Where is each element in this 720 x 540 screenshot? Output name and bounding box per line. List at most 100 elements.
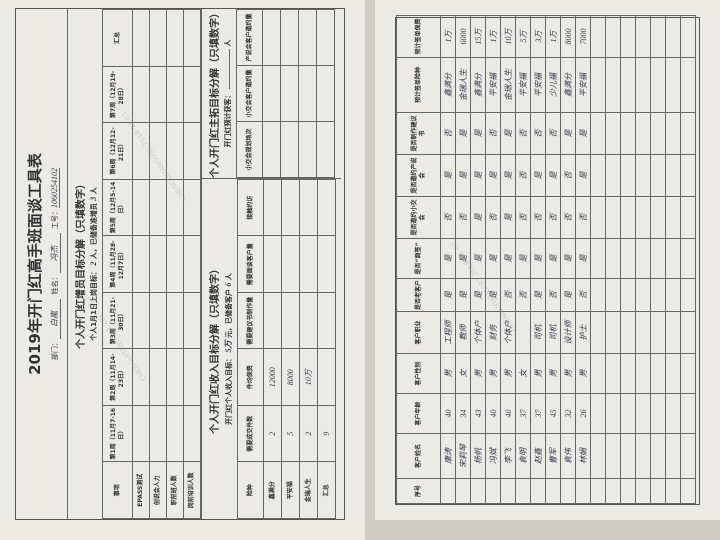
customer-cell[interactable]: 是 <box>545 154 561 197</box>
customer-cell[interactable]: 男 <box>560 353 576 394</box>
input-cell[interactable] <box>149 9 167 67</box>
customer-cell[interactable] <box>515 311 531 354</box>
input-cell[interactable] <box>263 179 282 236</box>
input-cell[interactable] <box>650 154 666 197</box>
input-cell[interactable] <box>620 433 636 479</box>
customer-cell[interactable] <box>515 478 531 504</box>
input-cell[interactable] <box>132 292 150 349</box>
customer-cell[interactable]: 否 <box>560 196 576 239</box>
input-cell[interactable] <box>665 57 681 113</box>
input-cell[interactable] <box>680 478 696 504</box>
customer-cell[interactable]: 10万 <box>500 15 516 58</box>
customer-cell[interactable]: 15万 <box>470 15 486 58</box>
input-cell[interactable] <box>680 57 696 113</box>
customer-cell[interactable]: 否 <box>455 196 471 239</box>
count-cell[interactable]: 5 <box>281 405 300 462</box>
input-cell[interactable] <box>680 15 696 58</box>
input-cell[interactable] <box>262 9 281 66</box>
customer-cell[interactable]: 40 <box>440 393 456 434</box>
customer-cell[interactable]: 杨帆 <box>470 433 486 479</box>
input-cell[interactable] <box>665 15 681 58</box>
input-cell[interactable] <box>635 57 651 113</box>
input-cell[interactable] <box>650 57 666 113</box>
customer-cell[interactable]: 是 <box>500 154 516 197</box>
customer-cell[interactable]: 女 <box>515 353 531 394</box>
input-cell[interactable] <box>183 348 201 406</box>
input-cell[interactable] <box>166 66 184 123</box>
customer-cell[interactable]: 护士 <box>575 311 591 354</box>
input-cell[interactable] <box>590 154 606 197</box>
input-cell[interactable] <box>635 15 651 58</box>
customer-cell[interactable]: 平安福 <box>485 57 501 113</box>
customer-cell[interactable]: 是 <box>500 112 516 155</box>
input-cell[interactable] <box>166 235 184 293</box>
input-cell[interactable] <box>316 121 335 178</box>
input-cell[interactable] <box>149 292 167 349</box>
customer-cell[interactable]: 否 <box>560 154 576 197</box>
input-cell[interactable] <box>183 122 201 180</box>
customers-field[interactable]: 6 <box>224 282 233 287</box>
customer-cell[interactable]: 设计师 <box>560 311 576 354</box>
customer-cell[interactable]: 康涛 <box>440 433 456 479</box>
input-cell[interactable] <box>132 179 150 236</box>
customer-cell[interactable]: 鑫满分 <box>440 57 456 113</box>
input-cell[interactable] <box>635 238 651 279</box>
customer-cell[interactable]: 男 <box>500 353 516 394</box>
input-cell[interactable] <box>166 9 184 67</box>
input-cell[interactable] <box>605 112 621 155</box>
input-cell[interactable] <box>680 196 696 239</box>
count-cell[interactable]: 2 <box>263 405 282 462</box>
customer-cell[interactable]: 男 <box>545 353 561 394</box>
input-cell[interactable] <box>149 66 167 123</box>
input-cell[interactable] <box>262 65 281 122</box>
input-cell[interactable] <box>635 311 651 354</box>
input-cell[interactable] <box>650 238 666 279</box>
input-cell[interactable] <box>590 112 606 155</box>
input-cell[interactable] <box>262 121 281 178</box>
customer-cell[interactable]: 男 <box>485 353 501 394</box>
customer-cell[interactable]: 平安福 <box>530 57 546 113</box>
input-cell[interactable] <box>620 311 636 354</box>
input-cell[interactable] <box>650 478 666 504</box>
customer-cell[interactable]: 是 <box>440 278 456 312</box>
customer-cell[interactable]: 冯斌 <box>485 433 501 479</box>
input-cell[interactable] <box>316 65 335 122</box>
premium-cell[interactable] <box>317 349 336 406</box>
customer-cell[interactable]: 是 <box>440 154 456 197</box>
input-cell[interactable] <box>281 292 300 349</box>
input-cell[interactable] <box>635 353 651 394</box>
customer-cell[interactable]: 否 <box>575 278 591 312</box>
input-cell[interactable] <box>680 278 696 312</box>
input-cell[interactable] <box>665 154 681 197</box>
input-cell[interactable] <box>183 292 201 349</box>
input-cell[interactable] <box>299 236 318 293</box>
input-cell[interactable] <box>298 65 317 122</box>
input-cell[interactable] <box>317 179 336 236</box>
customer-cell[interactable]: 是 <box>485 154 501 197</box>
premium-cell[interactable]: 10万 <box>299 349 318 406</box>
customer-cell[interactable]: 是 <box>545 238 561 279</box>
customer-cell[interactable]: 金瑞人生 <box>455 57 471 113</box>
customer-cell[interactable]: 34 <box>455 393 471 434</box>
input-cell[interactable] <box>280 65 299 122</box>
customer-cell[interactable]: 财务 <box>485 311 501 354</box>
customer-cell[interactable]: 否 <box>440 112 456 155</box>
input-cell[interactable] <box>605 393 621 434</box>
input-cell[interactable] <box>317 292 336 349</box>
customer-cell[interactable]: 平安福 <box>575 57 591 113</box>
input-cell[interactable] <box>650 393 666 434</box>
customer-cell[interactable]: 否 <box>515 278 531 312</box>
customer-cell[interactable]: 宋莉琴 <box>455 433 471 479</box>
customer-cell[interactable]: 否 <box>485 196 501 239</box>
input-cell[interactable] <box>605 353 621 394</box>
customer-cell[interactable]: 否 <box>545 196 561 239</box>
count-cell[interactable]: 2 <box>299 405 318 462</box>
name-field[interactable]: 冯杰 <box>49 233 61 274</box>
input-cell[interactable] <box>620 238 636 279</box>
customer-cell[interactable]: 袁明 <box>515 433 531 479</box>
input-cell[interactable] <box>132 66 150 123</box>
input-cell[interactable] <box>263 236 282 293</box>
customer-cell[interactable]: 否 <box>545 278 561 312</box>
customer-cell[interactable] <box>500 478 516 504</box>
customer-cell[interactable]: 8000 <box>560 15 576 58</box>
